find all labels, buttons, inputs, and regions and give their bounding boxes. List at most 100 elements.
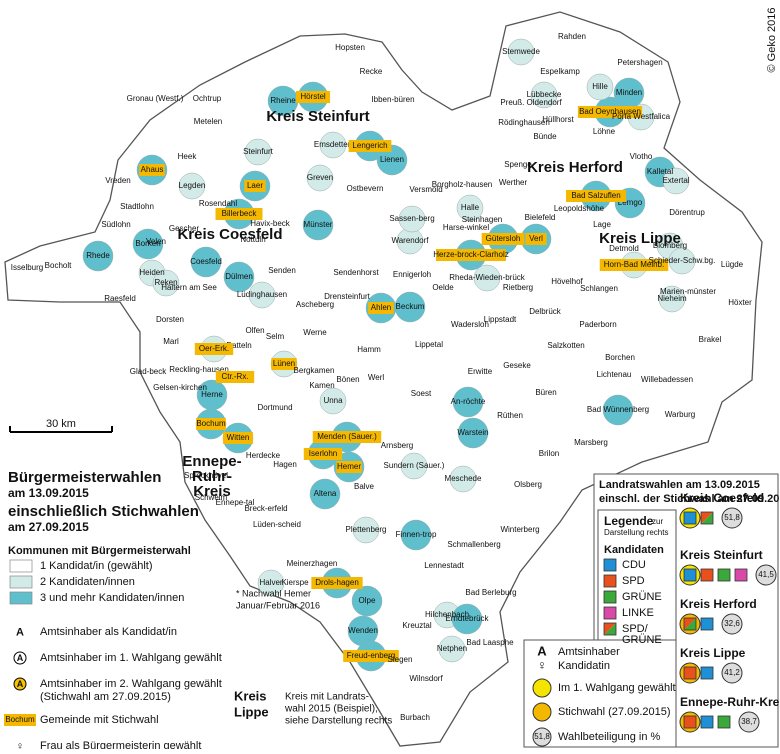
municipality-label: Senden bbox=[268, 266, 296, 275]
candidates-title: Kandidaten bbox=[604, 544, 664, 556]
municipality-label: Olpe bbox=[359, 596, 376, 605]
municipality-label: Drols-hagen bbox=[315, 578, 359, 587]
municipality-label: Sendenhorst bbox=[333, 268, 379, 277]
municipality-label: Schmallenberg bbox=[447, 540, 500, 549]
municipality-label: Lippetal bbox=[415, 340, 443, 349]
turnout-label: 41,5 bbox=[758, 570, 774, 579]
municipality-label: Rahden bbox=[558, 32, 586, 41]
party-swatch bbox=[603, 606, 617, 620]
candidate bbox=[700, 511, 714, 525]
runoff-highlight bbox=[336, 461, 362, 473]
municipality-label: Lüden-scheid bbox=[253, 520, 301, 529]
municipality-label: Ctr.-Rx. bbox=[221, 372, 248, 381]
municipality-label: Spenge bbox=[504, 160, 532, 169]
municipality-label: Minden bbox=[616, 88, 642, 97]
municipality-label: Vreden bbox=[105, 176, 131, 185]
municipality-label: Geseke bbox=[503, 361, 531, 370]
municipality-area bbox=[602, 394, 634, 426]
municipality-label: Lügde bbox=[721, 260, 744, 269]
municipality-label: Marl bbox=[163, 337, 179, 346]
municipality-label: Heek bbox=[178, 152, 198, 161]
municipality-label: Rheda-Wieden-brück bbox=[449, 273, 526, 282]
municipality-label: Raesfeld bbox=[104, 294, 136, 303]
municipality-label: Selm bbox=[266, 332, 285, 341]
symbol: A bbox=[537, 643, 547, 658]
municipality-label: Rosendahl bbox=[199, 199, 237, 208]
legend-title: am 13.09.2015 bbox=[8, 486, 89, 500]
symbol-label: Amtsinhaber bbox=[558, 646, 620, 658]
municipality-area bbox=[457, 417, 489, 449]
municipality-area bbox=[456, 194, 484, 222]
candidate bbox=[683, 617, 697, 631]
municipality-area bbox=[438, 635, 466, 663]
kreis-name: Kreis Lippe bbox=[680, 646, 746, 660]
kreis-name: Ennepe-Ruhr-Kreis bbox=[680, 695, 780, 709]
party-swatch bbox=[603, 622, 617, 636]
municipality-label: Stemwede bbox=[502, 47, 540, 56]
municipality-label: Netphen bbox=[437, 644, 467, 653]
turnout-circle bbox=[721, 507, 743, 529]
municipality-area bbox=[398, 205, 426, 233]
municipality-label: Ascheberg bbox=[296, 300, 334, 309]
municipality-area bbox=[507, 38, 535, 66]
municipality-area bbox=[319, 387, 347, 415]
municipality-label: Vlotho bbox=[630, 152, 653, 161]
municipality-label: Datteln bbox=[226, 341, 251, 350]
municipality-label: Reckling-hausen bbox=[169, 365, 229, 374]
municipality-label: Nieheim bbox=[657, 294, 687, 303]
municipality-label: Hille bbox=[592, 82, 608, 91]
municipality-label: Hövelhof bbox=[551, 277, 583, 286]
symbol-label: Stichwahl (27.09.2015) bbox=[558, 706, 671, 718]
municipality-area bbox=[309, 478, 341, 510]
municipality-label: Reken bbox=[154, 278, 177, 287]
runoff-highlight bbox=[215, 208, 263, 220]
municipality-area bbox=[319, 131, 347, 159]
turnout-circle bbox=[721, 662, 743, 684]
runoff-highlight bbox=[295, 91, 331, 103]
turnout-circle bbox=[721, 613, 743, 635]
symbol bbox=[532, 678, 552, 698]
municipality-label: Schlangen bbox=[580, 284, 618, 293]
municipality-area bbox=[132, 228, 164, 260]
municipality-label: Kalletal bbox=[647, 167, 673, 176]
symbol-label: Wahlbeteiligung in % bbox=[558, 731, 661, 743]
municipality-area bbox=[668, 247, 696, 275]
legend-label: Gemeinde mit Stichwahl bbox=[40, 714, 159, 726]
municipality-label: Porta Westfalica bbox=[612, 112, 671, 121]
legend-label: 1 Kandidat/in (gewählt) bbox=[40, 560, 153, 572]
municipality-label: Herdecke bbox=[246, 451, 281, 460]
municipality-label: Soest bbox=[411, 389, 432, 398]
candidate bbox=[701, 512, 713, 524]
municipality-label: Emsdetten bbox=[314, 140, 352, 149]
municipality-label: Gelsen-kirchen bbox=[153, 383, 207, 392]
symbol: ♀ bbox=[537, 657, 547, 672]
municipality-label: Steinfurt bbox=[243, 147, 274, 156]
municipality-area bbox=[152, 269, 180, 297]
municipality-label: Münster bbox=[304, 220, 333, 229]
municipality-label: Bergkamen bbox=[294, 366, 335, 375]
legend-title: Bürgermeisterwahlen bbox=[8, 469, 161, 486]
municipality-area bbox=[400, 519, 432, 551]
municipality-label: Kamen bbox=[309, 381, 334, 390]
district-label: Kreis bbox=[193, 483, 231, 500]
legend-title: einschließlich Stichwahlen bbox=[8, 503, 199, 520]
municipality-label: Horn-Bad Meinb. bbox=[604, 260, 664, 269]
runoff-highlight bbox=[303, 448, 343, 460]
municipality-area bbox=[257, 569, 285, 597]
municipality-label: Verl bbox=[529, 234, 543, 243]
turnout-label: 32,6 bbox=[724, 619, 740, 628]
party-swatch bbox=[603, 590, 617, 604]
note: Januar/Februar 2016 bbox=[236, 600, 320, 610]
municipality-label: Delbrück bbox=[529, 307, 562, 316]
municipality-label: Unna bbox=[323, 396, 343, 405]
municipality-area bbox=[248, 281, 276, 309]
municipality-area bbox=[658, 285, 686, 313]
candidate bbox=[700, 617, 714, 631]
municipality-label: Witten bbox=[227, 433, 250, 442]
municipality-label: Schieder-Schw.bg. bbox=[649, 256, 716, 265]
legend-label: Amtsinhaber im 1. Wahlgang gewählt bbox=[40, 652, 222, 664]
municipality-label: Harse-winkel bbox=[443, 223, 489, 232]
municipality-label: Legden bbox=[179, 181, 206, 190]
municipality-label: Hüllhorst bbox=[542, 115, 574, 124]
municipality-label: Warendorf bbox=[391, 236, 429, 245]
